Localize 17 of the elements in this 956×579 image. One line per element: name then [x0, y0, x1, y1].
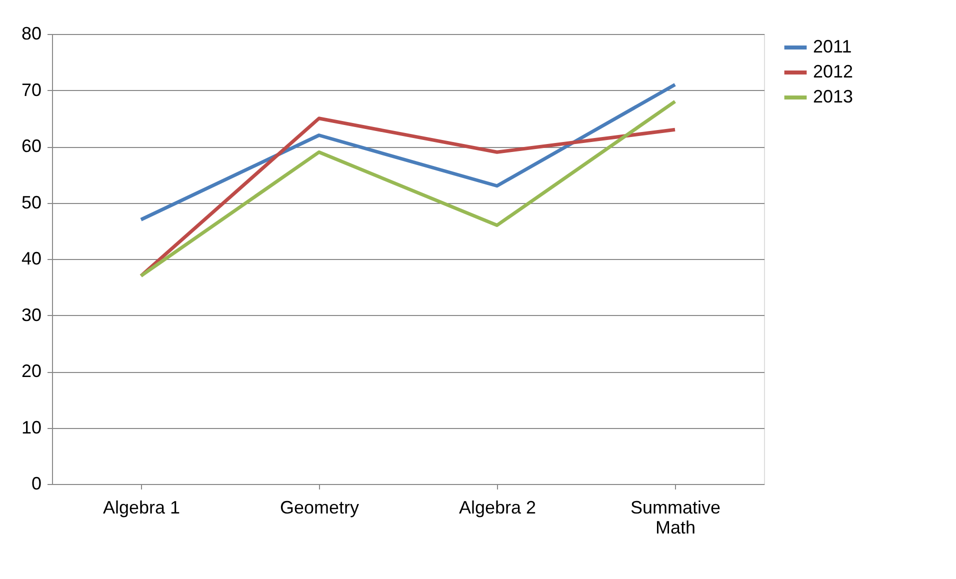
y-tick-label: 70	[21, 80, 42, 100]
legend-label: 2012	[813, 62, 854, 82]
x-tick-label: Algebra 1	[102, 498, 180, 518]
legend-label: 2013	[813, 86, 854, 106]
y-tick-label: 0	[31, 474, 42, 494]
y-tick-label: 50	[21, 192, 42, 212]
line-series	[139, 82, 677, 222]
y-tick-label: 80	[21, 24, 42, 44]
y-tick-label: 60	[21, 136, 42, 156]
y-tick-label: 30	[21, 304, 42, 325]
x-tick-label: Algebra 2	[458, 498, 536, 518]
legend-label: 2011	[813, 36, 852, 56]
x-tick-label: Geometry	[280, 498, 360, 518]
x-tick-label: Summative Math	[630, 498, 721, 538]
y-tick-label: 40	[21, 248, 42, 268]
y-tick-label: 10	[21, 417, 42, 438]
y-tick-label: 20	[21, 361, 42, 381]
